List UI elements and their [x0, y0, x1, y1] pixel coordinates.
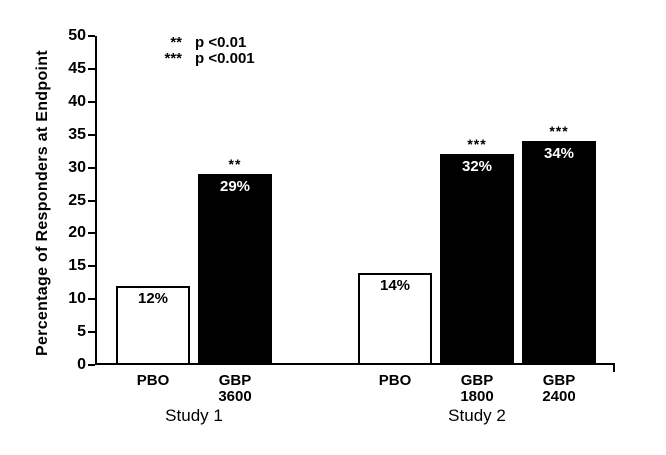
y-axis-line: [95, 36, 97, 365]
y-tick-mark: [88, 166, 95, 169]
x-category-label-line: PBO: [378, 372, 412, 389]
y-tick-label: 45: [68, 59, 86, 77]
group-label-study-1: Study 1: [165, 406, 223, 425]
y-tick-mark: [88, 232, 95, 235]
x-axis-end-tick: [613, 363, 615, 372]
y-tick-label: 20: [68, 224, 86, 242]
bar-value-label: 32%: [461, 158, 493, 176]
group-label-study-2: Study 2: [448, 406, 506, 425]
bar-gbp-3600: [198, 174, 272, 365]
legend-row: ** p <0.01: [146, 35, 255, 51]
bar-gbp-2400: [522, 141, 596, 365]
x-category-label: PBO: [358, 373, 432, 389]
legend-text-p001: p <0.001: [195, 50, 255, 67]
x-axis-line: [95, 363, 615, 365]
y-tick-label: 5: [77, 323, 86, 341]
legend-symbol-2stars: **: [170, 34, 182, 51]
y-tick-mark: [88, 133, 95, 136]
significance-stars: ***: [467, 136, 487, 153]
y-tick-mark: [88, 298, 95, 301]
x-category-label-line: 3600: [218, 387, 252, 405]
y-tick-mark: [88, 67, 95, 70]
x-category-label: GBP 3600: [198, 373, 272, 404]
significance-stars: ***: [549, 123, 569, 140]
x-category-label: GBP 1800: [440, 373, 514, 404]
x-category-label-line: PBO: [136, 372, 170, 389]
y-tick-label: 25: [68, 191, 86, 209]
x-category-label-line: 2400: [542, 387, 576, 405]
x-category-label-line: GBP: [218, 372, 252, 389]
y-tick-label: 35: [68, 125, 86, 143]
legend-row: *** p <0.001: [146, 50, 255, 67]
x-category-label-line: 1800: [460, 387, 494, 405]
y-tick-label: 0: [77, 356, 86, 373]
y-tick-mark: [88, 35, 95, 37]
legend-symbol-3stars: ***: [164, 50, 182, 67]
y-tick-label: 40: [68, 92, 86, 110]
y-tick-mark: [88, 265, 95, 268]
x-category-label: PBO: [116, 373, 190, 389]
bar-value-label: 12%: [137, 290, 169, 308]
bar-value-label: 14%: [379, 276, 411, 294]
bar-pbo: [116, 286, 190, 365]
x-category-label-line: GBP: [460, 372, 494, 389]
x-category-label-line: GBP: [542, 372, 576, 389]
bar-value-label: 29%: [219, 178, 251, 196]
bar-gbp-1800: [440, 154, 514, 365]
y-tick-mark: [88, 364, 95, 366]
bar-pbo: [358, 272, 432, 365]
significance-legend: ** p <0.01 *** p <0.001: [146, 35, 255, 67]
legend-text-p01: p <0.01: [195, 34, 247, 51]
y-tick-mark: [88, 199, 95, 202]
y-tick-label: 50: [68, 27, 86, 44]
y-tick-label: 15: [68, 257, 86, 275]
y-tick-mark: [88, 331, 95, 334]
y-tick-mark: [88, 100, 95, 103]
bar-value-label: 34%: [543, 145, 575, 163]
y-tick-label: 10: [68, 290, 86, 308]
y-tick-label: 30: [68, 158, 86, 176]
x-category-label: GBP 2400: [522, 373, 596, 404]
significance-stars: **: [228, 156, 242, 173]
